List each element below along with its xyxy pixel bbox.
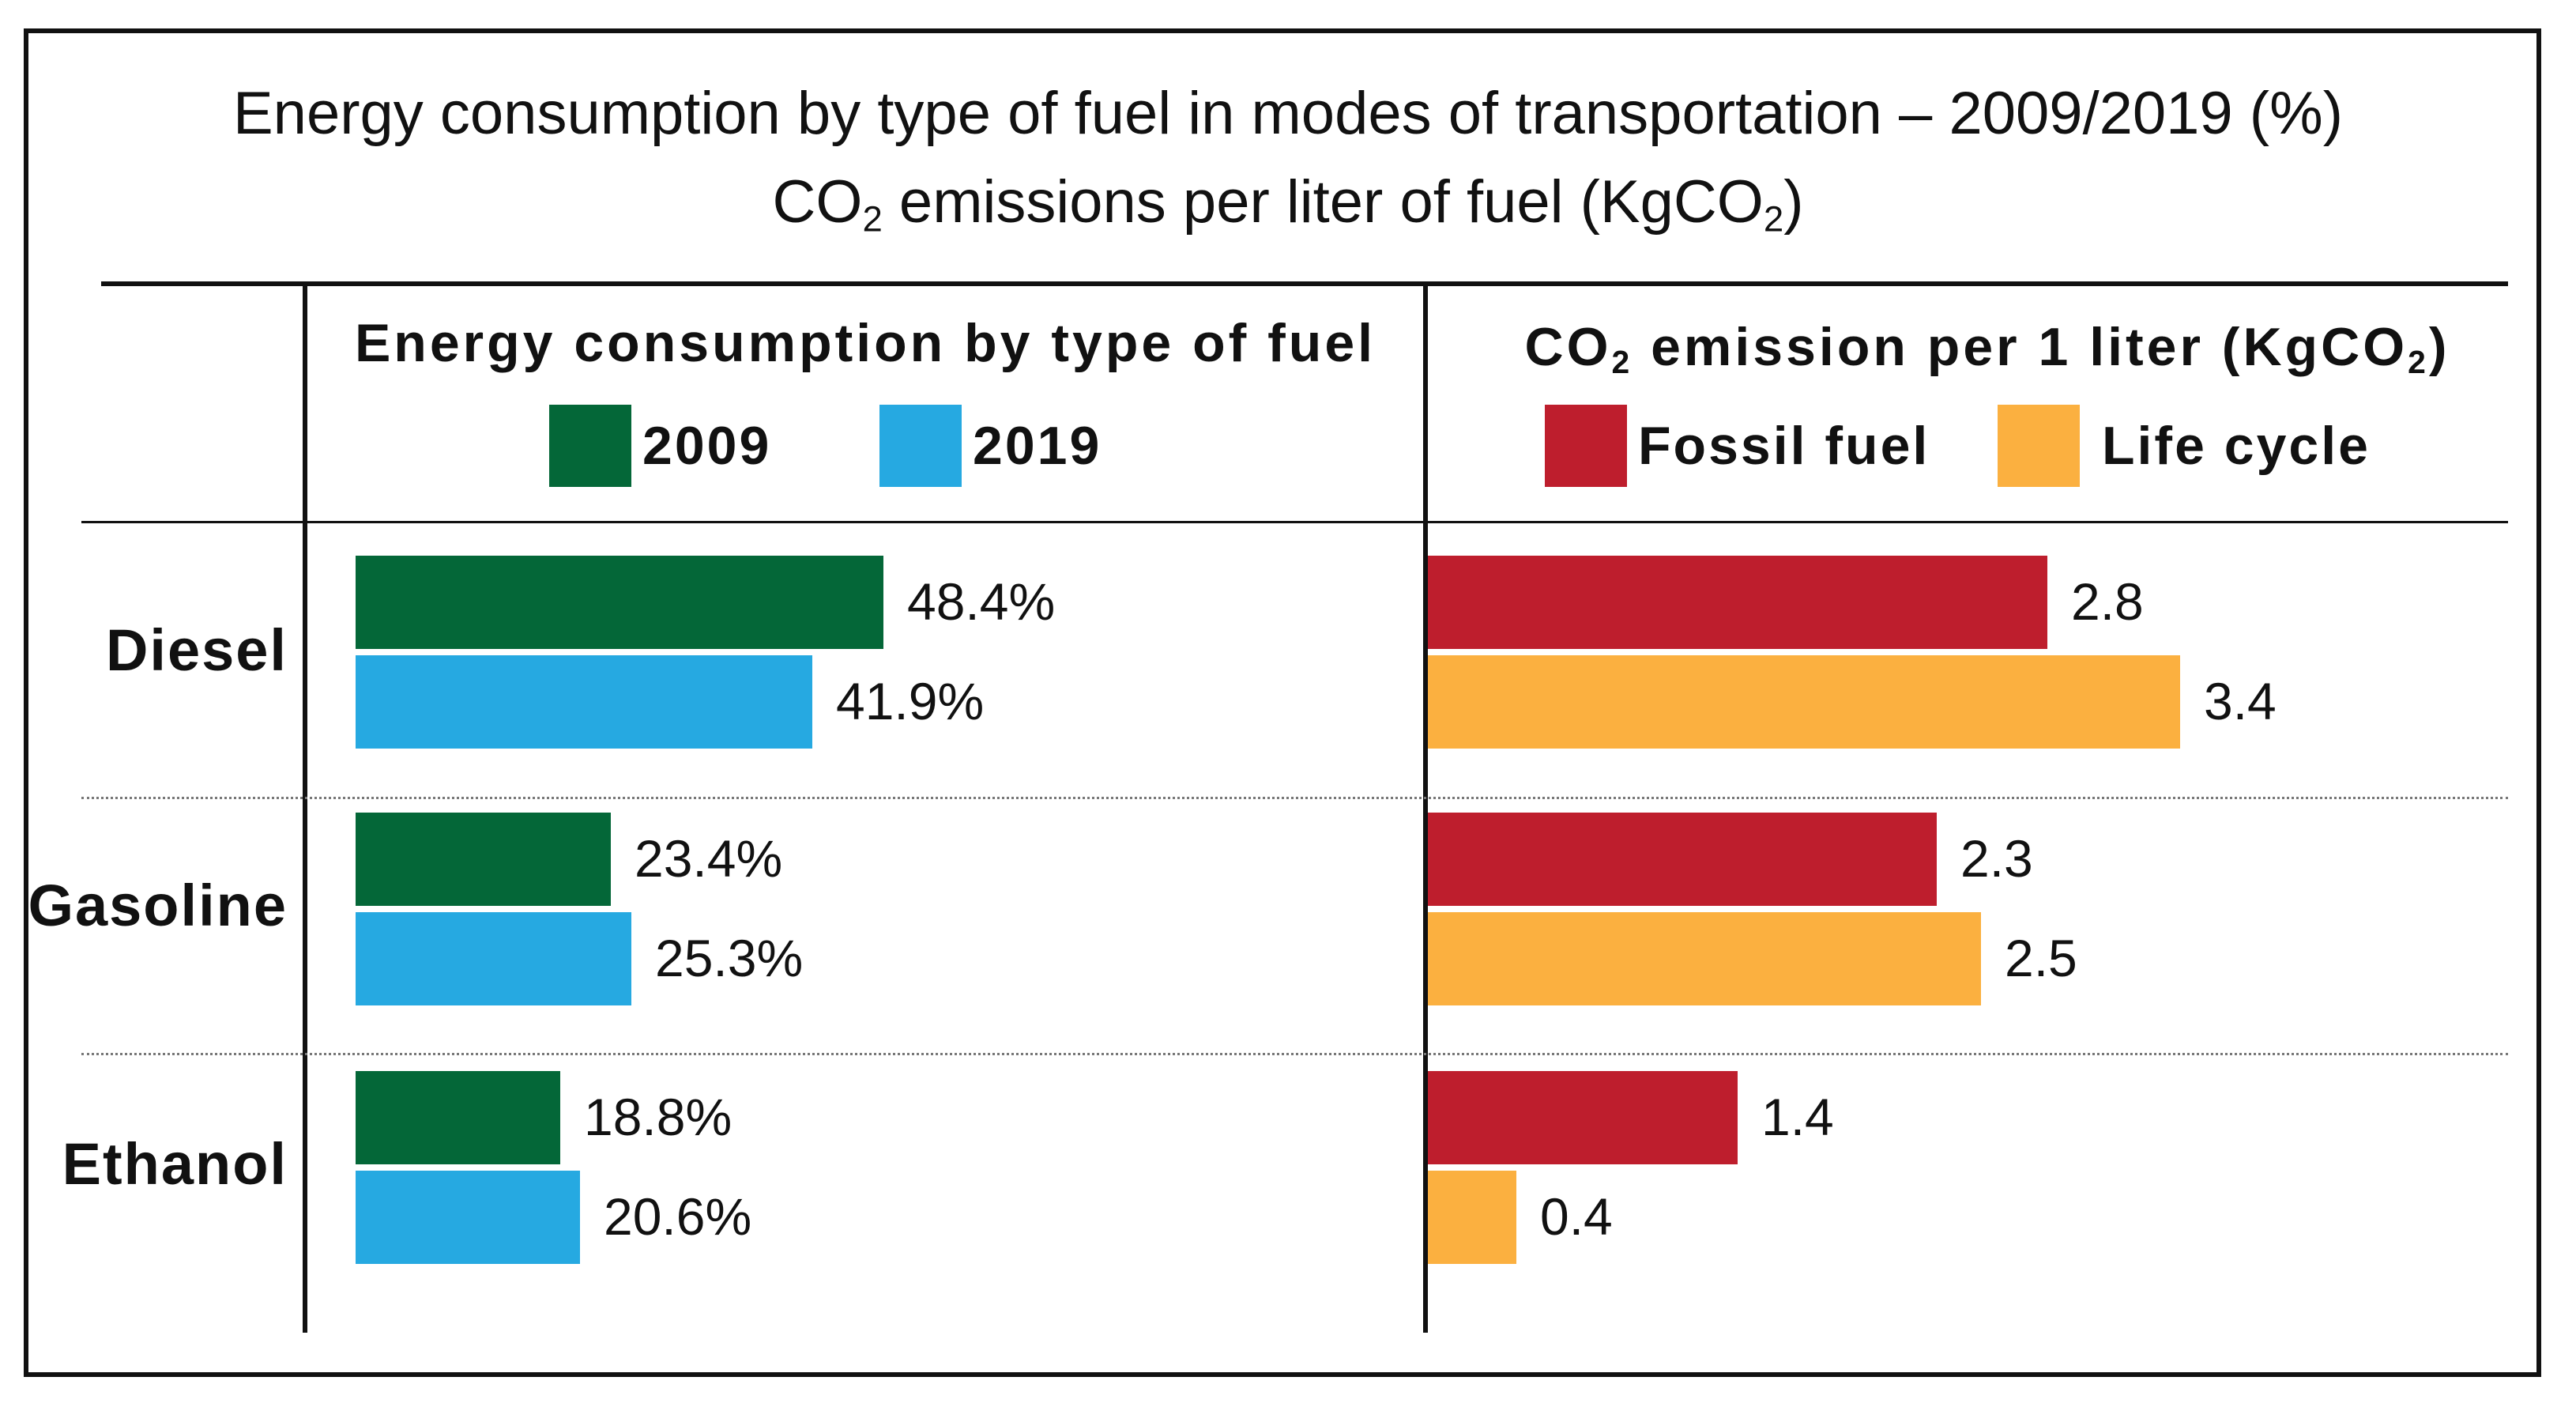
legend-swatch-fossil-fuel (1545, 405, 1627, 487)
bar-ethanol-fossil-fuel (1428, 1071, 1738, 1164)
legend-label-life-cycle: Life cycle (2102, 416, 2371, 476)
legend-label-fossil-fuel: Fossil fuel (1638, 416, 1930, 476)
bar-label-ethanol-2019: 20.6% (604, 1187, 752, 1246)
row-label-diesel: Diesel (105, 617, 288, 683)
bar-label-gasoline-life-cycle: 2.5 (2005, 929, 2077, 987)
row-label-gasoline: Gasoline (28, 873, 288, 938)
bar-gasoline-2009 (356, 813, 611, 906)
chart-title-line-1: Energy consumption by type of fuel in mo… (232, 80, 2344, 147)
title-sub-2b: 2 (1763, 198, 1784, 240)
chart-title-line-2: CO2 emissions per liter of fuel (KgCO2) (0, 168, 2576, 240)
bar-diesel-2009 (356, 556, 883, 649)
left-axis-line (303, 284, 307, 1333)
legend-life-cycle: Life cycle (1998, 405, 2371, 487)
bar-diesel-life-cycle (1428, 655, 2180, 749)
bar-label-diesel-fossil-fuel: 2.8 (2071, 572, 2144, 631)
co2-heading-co: CO (1524, 317, 1612, 377)
bar-label-gasoline-2009: 23.4% (635, 829, 783, 888)
energy-panel-heading: Energy consumption by type of fuel (354, 313, 1377, 373)
legend-2009: 2009 (549, 405, 771, 487)
bar-label-ethanol-life-cycle: 0.4 (1540, 1187, 1613, 1246)
column-header-rule (81, 521, 2508, 523)
bar-diesel-fossil-fuel (1428, 556, 2047, 649)
bar-ethanol-life-cycle (1428, 1171, 1516, 1264)
co2-panel-heading: CO2 emission per 1 liter (KgCO2) (1430, 316, 2544, 381)
bar-ethanol-2009 (356, 1071, 560, 1164)
bar-label-diesel-2009: 48.4% (907, 572, 1056, 631)
bar-gasoline-life-cycle (1428, 912, 1981, 1005)
legend-fossil-fuel: Fossil fuel (1545, 405, 1930, 487)
title-sub-2: 2 (862, 198, 883, 240)
bar-label-diesel-2019: 41.9% (836, 672, 985, 730)
row-separator-2 (81, 1053, 2508, 1055)
legend-label-2009: 2009 (642, 416, 772, 476)
co2-heading-after: ) (2428, 317, 2450, 377)
bar-gasoline-2019 (356, 912, 631, 1005)
co2-heading-sub: 2 (1611, 344, 1633, 381)
bar-label-ethanol-fossil-fuel: 1.4 (1761, 1088, 1834, 1146)
title-middle: emissions per liter of fuel (KgCO (882, 168, 1764, 236)
legend-swatch-2009 (549, 405, 631, 487)
legend-swatch-2019 (879, 405, 962, 487)
bar-label-gasoline-2019: 25.3% (655, 929, 804, 987)
bar-label-gasoline-fossil-fuel: 2.3 (1960, 829, 2033, 888)
bar-label-diesel-life-cycle: 3.4 (2204, 672, 2277, 730)
co2-heading-sub2: 2 (2408, 344, 2429, 381)
title-co: CO (772, 168, 863, 236)
bar-gasoline-fossil-fuel (1428, 813, 1937, 906)
header-rule (101, 281, 2508, 286)
title-after: ) (1783, 168, 1804, 236)
bar-label-ethanol-2009: 18.8% (584, 1088, 733, 1146)
co2-heading-middle: emission per 1 liter (KgCO (1633, 317, 2408, 377)
bar-ethanol-2019 (356, 1171, 580, 1264)
bar-diesel-2019 (356, 655, 812, 749)
panel-divider-line (1423, 284, 1428, 1333)
legend-2019: 2019 (879, 405, 1102, 487)
row-label-ethanol: Ethanol (62, 1131, 288, 1197)
legend-label-2019: 2019 (973, 416, 1102, 476)
legend-swatch-life-cycle (1998, 405, 2080, 487)
row-separator-1 (81, 797, 2508, 799)
outer-frame (24, 28, 2541, 1377)
